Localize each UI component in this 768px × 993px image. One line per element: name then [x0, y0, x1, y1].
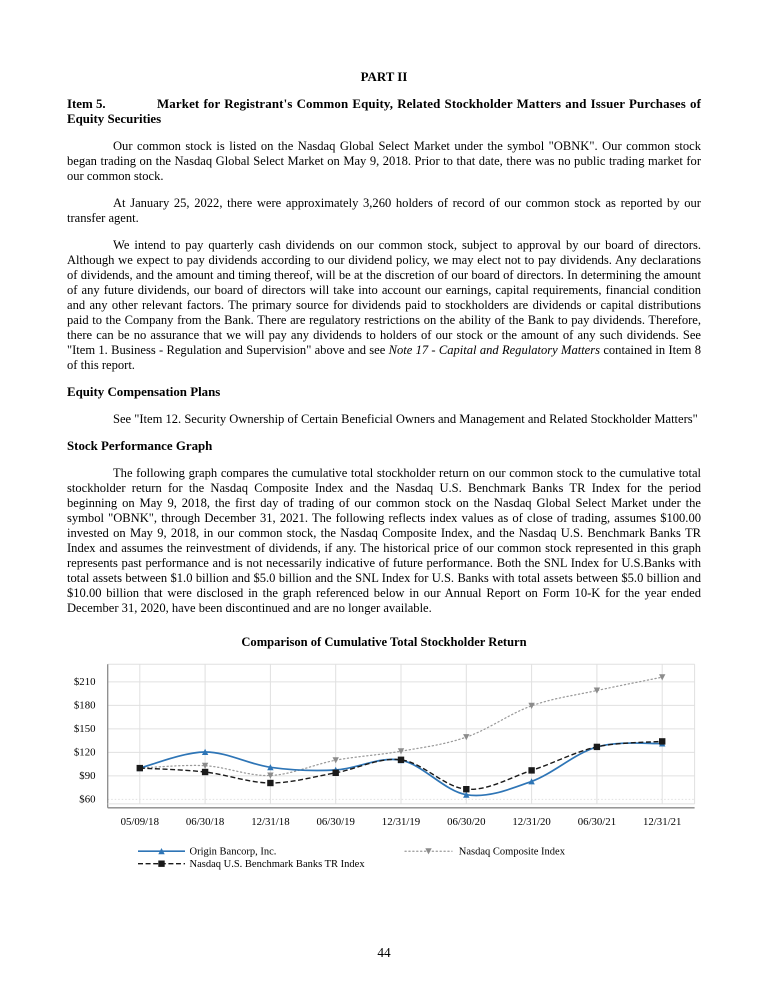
svg-text:Nasdaq U.S. Benchmark Banks TR: Nasdaq U.S. Benchmark Banks TR Index: [190, 859, 366, 870]
svg-text:12/31/18: 12/31/18: [251, 816, 289, 828]
svg-text:$120: $120: [74, 747, 96, 759]
svg-text:$180: $180: [74, 700, 96, 712]
svg-text:Origin Bancorp, Inc.: Origin Bancorp, Inc.: [190, 847, 277, 858]
svg-text:12/31/20: 12/31/20: [512, 816, 550, 828]
svg-text:06/30/19: 06/30/19: [317, 816, 355, 828]
svg-text:12/31/21: 12/31/21: [643, 816, 681, 828]
svg-text:$60: $60: [79, 794, 95, 806]
svg-text:Nasdaq Composite Index: Nasdaq Composite Index: [459, 847, 566, 858]
svg-text:06/30/20: 06/30/20: [447, 816, 485, 828]
svg-text:06/30/21: 06/30/21: [578, 816, 616, 828]
svg-text:05/09/18: 05/09/18: [121, 816, 159, 828]
svg-text:12/31/19: 12/31/19: [382, 816, 420, 828]
svg-text:06/30/18: 06/30/18: [186, 816, 224, 828]
svg-text:$150: $150: [74, 723, 96, 735]
svg-text:$90: $90: [79, 770, 95, 782]
svg-text:$210: $210: [74, 676, 96, 688]
